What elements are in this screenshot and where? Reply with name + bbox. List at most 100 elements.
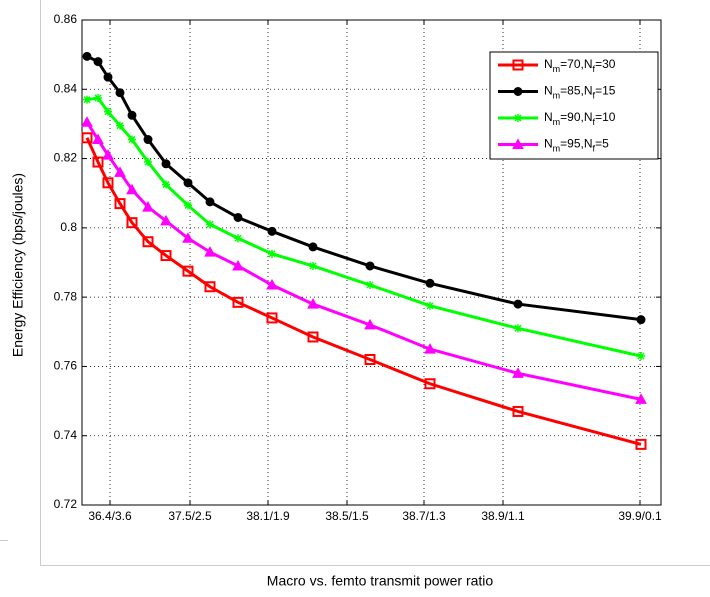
x-tick-label: 39.9/0.1 — [618, 509, 662, 523]
y-tick-label: 0.76 — [54, 359, 78, 373]
data-point — [114, 198, 126, 210]
data-point — [266, 312, 278, 324]
data-point — [83, 95, 91, 104]
legend-subscript: m — [553, 144, 561, 154]
data-point — [102, 149, 114, 160]
data-point — [512, 367, 524, 378]
x-axis-label: Macro vs. femto transmit power ratio — [267, 573, 494, 589]
data-point — [82, 51, 92, 61]
data-point — [92, 133, 104, 145]
legend-text-part: N — [584, 57, 593, 71]
legend-marker — [513, 87, 523, 96]
data-point — [232, 259, 244, 271]
legend-marker — [514, 114, 522, 122]
legend-text-part: =10 — [595, 110, 616, 124]
data-point — [233, 212, 243, 222]
data-point — [114, 166, 126, 177]
legend-label: Nm=95,Nf=5 — [544, 137, 609, 154]
data-point — [182, 265, 194, 277]
legend-text-part: N — [544, 110, 553, 124]
y-tick-label: 0.84 — [54, 81, 78, 95]
data-point — [128, 135, 136, 144]
data-point — [266, 278, 278, 290]
legend-subscript: f — [593, 64, 596, 74]
data-point — [512, 405, 524, 417]
data-point — [232, 296, 244, 308]
data-point — [308, 242, 318, 252]
legend-text-part: =90, — [560, 110, 584, 124]
data-point — [637, 352, 645, 361]
y-axis-label: Energy Efficiency (bps/joules) — [10, 173, 26, 357]
data-point — [127, 110, 137, 120]
legend-subscript: m — [553, 64, 561, 74]
legend-text-part: =85, — [560, 84, 584, 98]
legend-marker — [512, 138, 524, 149]
data-point — [268, 249, 276, 258]
data-point — [206, 220, 214, 229]
legend-label: Nm=70,Nf=30 — [544, 57, 616, 74]
legend-subscript: f — [593, 117, 596, 127]
data-point — [102, 177, 114, 189]
series-line — [85, 121, 642, 401]
legend-subscript: m — [553, 117, 561, 127]
data-point — [514, 324, 522, 333]
data-point — [426, 301, 434, 310]
data-point — [93, 57, 103, 67]
legend-text-part: N — [584, 137, 593, 151]
legend-label: Nm=90,Nf=10 — [544, 110, 616, 127]
y-tick-label: 0.82 — [54, 151, 78, 165]
data-point — [115, 88, 125, 98]
y-tick-label: 0.72 — [54, 497, 78, 511]
y-tick-label: 0.78 — [54, 289, 78, 303]
data-point — [160, 250, 172, 262]
series-line — [86, 96, 642, 358]
data-point — [116, 121, 124, 130]
legend-text-part: =5 — [595, 137, 609, 151]
x-tick-label: 38.7/1.3 — [402, 509, 446, 523]
data-point — [81, 132, 93, 144]
data-point — [104, 107, 112, 116]
data-point — [267, 226, 277, 236]
data-point — [635, 438, 647, 450]
legend-text-part: N — [584, 84, 593, 98]
data-point — [126, 217, 138, 229]
data-point — [182, 232, 194, 243]
legend-text-part: N — [544, 57, 553, 71]
data-point — [161, 159, 171, 169]
data-point — [142, 236, 154, 248]
data-point — [183, 178, 193, 188]
y-tick-label: 0.74 — [54, 428, 78, 442]
data-point — [144, 158, 152, 167]
plot-frame — [81, 19, 662, 506]
data-point — [364, 354, 376, 365]
data-point — [204, 246, 216, 257]
legend-text-part: =15 — [595, 84, 616, 98]
legend-text-part: N — [544, 84, 553, 98]
legend-text-part: N — [584, 110, 593, 124]
legend-subscript: f — [593, 144, 596, 154]
y-tick-label: 0.86 — [54, 12, 78, 26]
data-point — [636, 315, 646, 325]
data-point — [162, 180, 170, 189]
legend-subscript: f — [593, 91, 596, 101]
data-point — [143, 135, 153, 145]
data-point — [425, 278, 435, 288]
data-point — [142, 201, 154, 212]
x-tick-label: 38.9/1.1 — [481, 509, 525, 523]
data-point — [184, 201, 192, 210]
x-tick-label: 38.1/1.9 — [246, 509, 290, 523]
series-line — [86, 55, 642, 322]
data-point — [103, 72, 113, 82]
data-point — [365, 261, 375, 271]
data-point — [92, 156, 104, 168]
legend-text-part: =30 — [595, 57, 616, 71]
x-tick-label: 36.4/3.6 — [88, 509, 132, 523]
data-point — [635, 393, 647, 404]
legend-text-part: N — [544, 137, 553, 151]
data-point — [424, 378, 436, 390]
data-point — [205, 197, 215, 207]
data-point — [309, 261, 317, 270]
x-tick-label: 37.5/2.5 — [168, 509, 212, 523]
legend-label: Nm=85,Nf=15 — [544, 84, 616, 101]
